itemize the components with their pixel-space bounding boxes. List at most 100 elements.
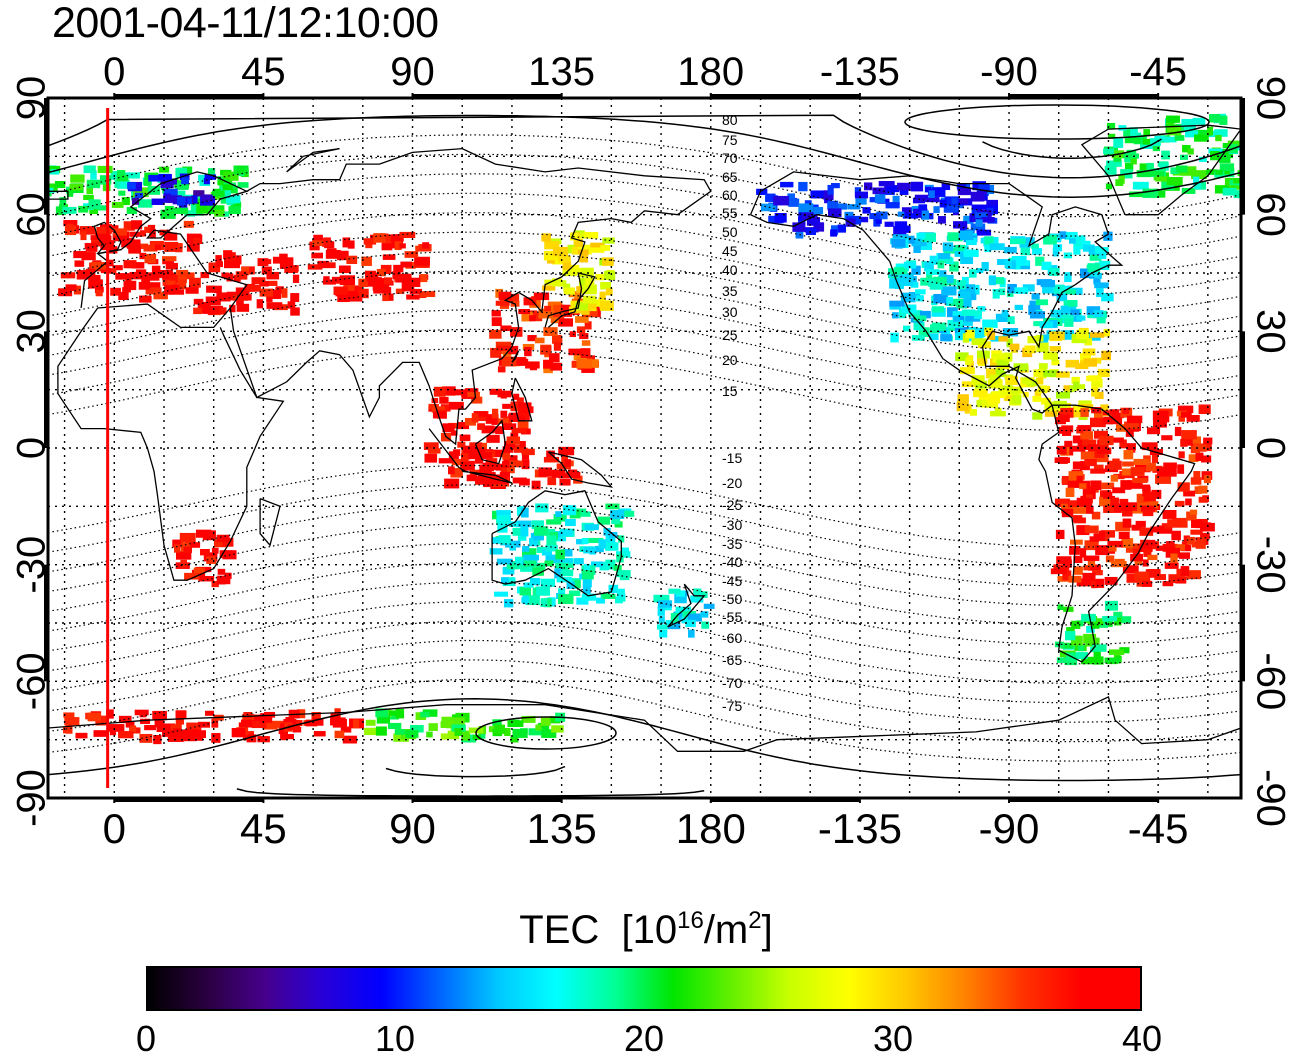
tec-cell: [84, 242, 98, 250]
tec-cell: [323, 276, 330, 284]
tec-cell: [1056, 657, 1070, 663]
tec-cell: [1161, 435, 1173, 441]
tec-cell: [1061, 314, 1074, 321]
tec-cell: [66, 188, 74, 197]
tec-cell: [554, 534, 567, 542]
tec-cell: [204, 710, 214, 716]
tec-cell: [384, 714, 400, 720]
tec-cell: [444, 478, 460, 489]
tec-cell: [381, 234, 395, 243]
tec-cell: [1064, 272, 1072, 283]
tec-cell: [1162, 581, 1174, 587]
tec-cell: [490, 449, 503, 458]
tec-cell: [1113, 611, 1123, 619]
tec-cell: [312, 718, 324, 726]
tec-cell: [482, 462, 497, 471]
tec-cell: [1159, 162, 1169, 171]
tec-cell: [133, 187, 149, 198]
tec-cell: [1174, 135, 1185, 141]
tec-cell: [992, 278, 1004, 284]
right-latitude-label: -60: [1248, 652, 1292, 710]
tec-cell: [1166, 176, 1183, 186]
tec-cell: [97, 165, 113, 174]
magnetic-latitude-label: -65: [722, 652, 742, 668]
tec-cell: [598, 539, 606, 549]
tec-cell: [1043, 234, 1057, 245]
tec-cell: [674, 593, 687, 604]
tec-cell: [203, 177, 210, 185]
tec-cell: [358, 288, 369, 299]
tec-cell: [167, 734, 184, 742]
tec-cell: [1181, 411, 1192, 418]
tec-cell: [578, 267, 594, 278]
tec-cell: [111, 201, 124, 208]
tec-cell: [1093, 464, 1104, 473]
coastline: [511, 350, 520, 363]
tec-cell: [164, 285, 175, 295]
tec-cell: [560, 304, 571, 313]
tec-cell: [126, 207, 138, 214]
tec-cell: [616, 588, 625, 598]
tec-cell: [118, 715, 132, 724]
tec-cell: [1233, 178, 1240, 184]
tec-cell: [1028, 305, 1036, 315]
tec-cell: [546, 535, 557, 546]
tec-cell: [1070, 309, 1080, 316]
tec-cell: [552, 334, 562, 344]
left-border-band: [44, 331, 49, 448]
tec-cell: [195, 529, 212, 538]
tec-cell: [1005, 375, 1018, 386]
tec-cell: [125, 721, 135, 728]
tec-cell: [1103, 231, 1113, 241]
tec-cell: [1142, 509, 1154, 517]
tec-cell: [457, 441, 466, 448]
tec-cell: [106, 246, 118, 254]
tec-cell: [515, 460, 524, 468]
tec-cell: [96, 226, 112, 234]
tec-cell: [219, 550, 233, 558]
tec-cell: [564, 518, 576, 527]
tec-cell: [555, 562, 569, 572]
tec-cell: [1083, 358, 1098, 367]
right-latitude-label: -30: [1248, 536, 1292, 594]
tec-cell: [1192, 436, 1201, 444]
tec-cell: [813, 222, 825, 232]
tec-cell: [862, 207, 871, 214]
tec-cell: [375, 708, 389, 718]
tec-cell: [994, 407, 1002, 414]
tec-cell: [399, 231, 416, 239]
tec-cell: [1039, 321, 1054, 329]
tec-cell: [252, 721, 267, 728]
tec-cell: [1219, 115, 1228, 125]
tec-cell: [216, 534, 230, 542]
tec-cell: [552, 278, 563, 287]
tec-cell: [961, 381, 976, 388]
tec-cell: [179, 272, 195, 280]
tec-cell: [1104, 497, 1119, 507]
tec-cell: [1141, 580, 1153, 587]
colorbar-gradient: [146, 966, 1142, 1011]
tec-cell: [560, 529, 573, 537]
tec-cell: [569, 268, 582, 275]
tec-cell: [1040, 279, 1056, 288]
tec-cell: [504, 727, 511, 737]
tec-cell: [676, 590, 686, 597]
left-latitude-label: -60: [10, 652, 54, 710]
tec-cell: [508, 345, 519, 355]
tec-cell: [921, 232, 936, 243]
tec-cell: [1143, 549, 1152, 557]
top-border-band: [1009, 94, 1159, 99]
tec-cell: [581, 570, 594, 580]
tec-cell: [139, 252, 147, 260]
magnetic-latitude-contour: [48, 114, 1241, 179]
tec-cell: [558, 558, 574, 564]
magnetic-latitude-contour: [48, 289, 1241, 373]
tec-cell: [576, 326, 586, 334]
tec-cell: [1122, 565, 1139, 574]
tec-cell: [1219, 163, 1235, 171]
tec-cell: [1214, 129, 1228, 137]
tec-cell: [1180, 166, 1197, 176]
tec-cell: [246, 284, 261, 292]
tec-cell: [393, 733, 409, 742]
tec-cell: [1099, 435, 1114, 446]
